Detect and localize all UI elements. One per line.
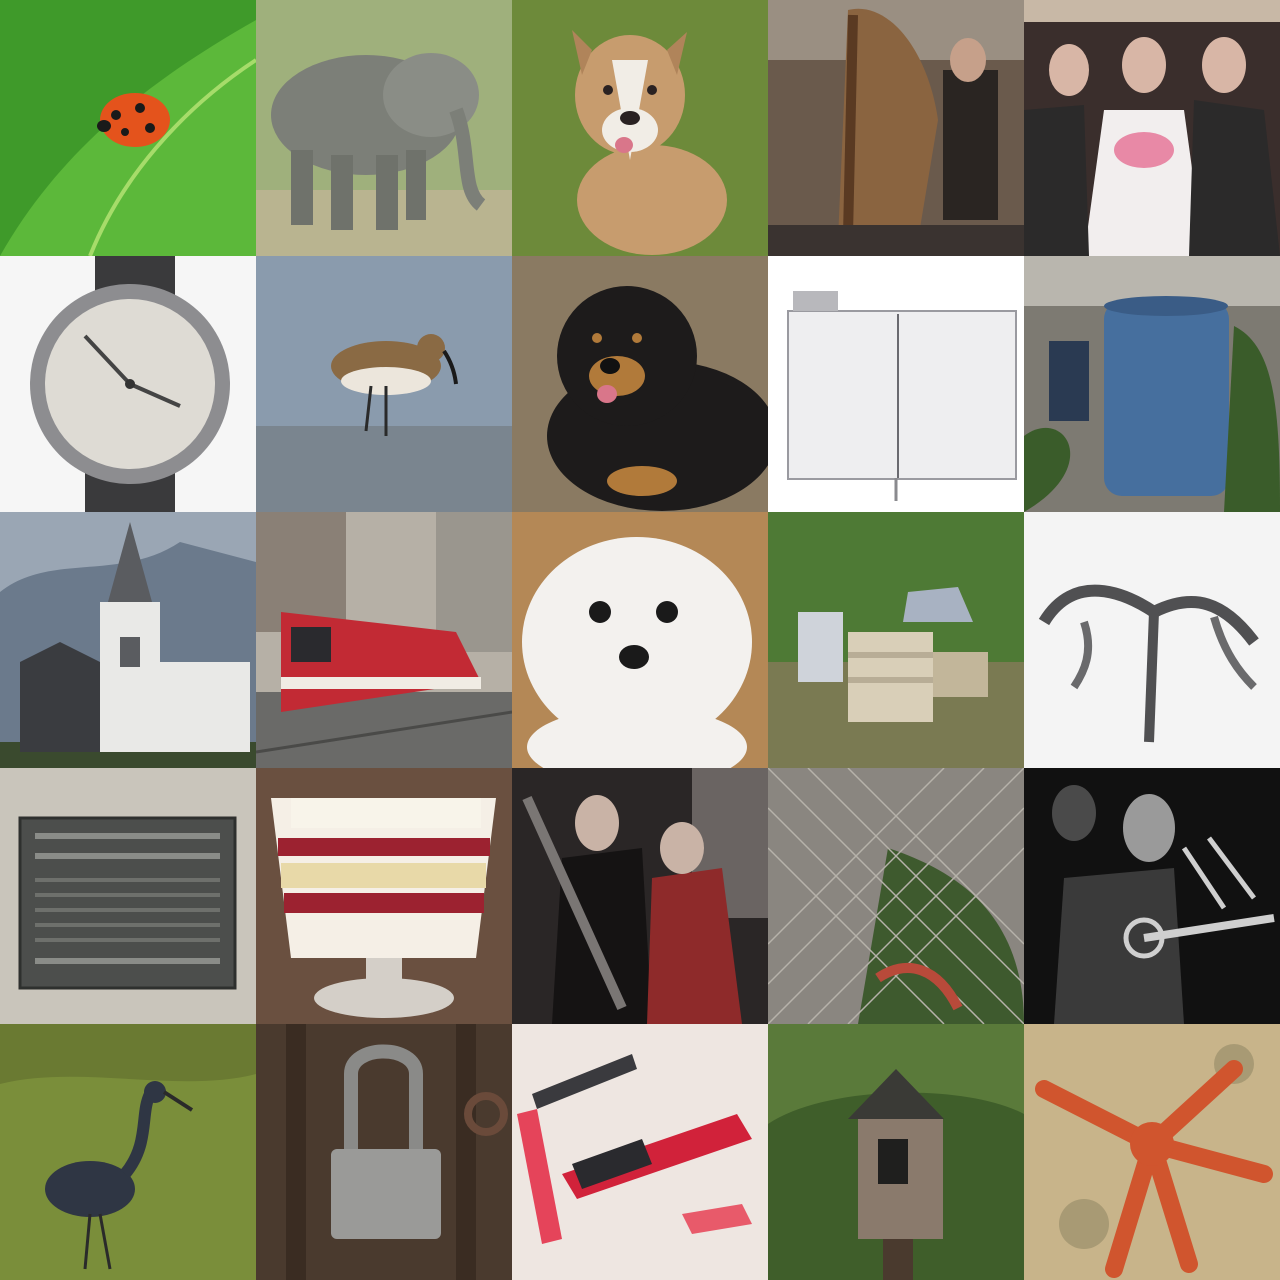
birdhouse-photo [768,1024,1024,1280]
church-photo [0,512,256,768]
starfish-photo [1024,1024,1280,1280]
ladybug-photo [0,0,256,256]
white-dog-photo [512,512,768,768]
blank-panel-photo [768,256,1024,512]
heron-photo [0,1024,256,1280]
tram-photo [256,512,512,768]
plaque-photo [0,768,256,1024]
sandpiper-photo [256,256,512,512]
beehives-photo [768,512,1024,768]
wristwatch-photo [0,256,256,512]
chain-link-fence-photo [768,768,1024,1024]
dog-photo [512,0,768,256]
harp-player-photo [768,0,1024,256]
wedding-party-photo [1024,0,1280,256]
padlock-photo [256,1024,512,1280]
black-dog-photo [512,256,768,512]
lipsticks-photo [512,1024,768,1280]
elephant-photo [256,0,512,256]
trumpet-player-photo [1024,768,1280,1024]
rain-barrel-photo [1024,256,1280,512]
trifle-photo [256,768,512,1024]
metal-sculpture-photo [1024,512,1280,768]
musicians-photo [512,768,768,1024]
